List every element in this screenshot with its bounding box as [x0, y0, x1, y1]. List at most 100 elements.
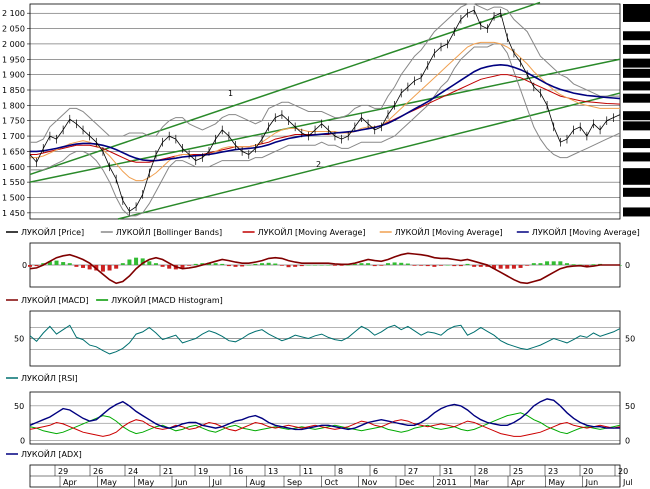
day-label: 28: [478, 467, 488, 476]
day-label: 11: [303, 467, 313, 476]
macd-histogram-bar: [226, 265, 231, 267]
macd-histogram-bar: [558, 261, 563, 265]
price-right-label: 1764.7: [624, 112, 650, 121]
rsi-tick-label: 50: [14, 335, 24, 344]
macd-histogram-bar: [233, 265, 238, 267]
price-right-label: 1674.0: [624, 140, 650, 149]
macd-histogram-bar: [147, 261, 152, 265]
day-label: 29: [58, 467, 68, 476]
price-right-label: 1935.9: [624, 60, 650, 69]
price-right-label-bg: [623, 31, 650, 41]
price-right-label-bg: [623, 175, 650, 185]
macd-histogram-bar: [359, 263, 364, 265]
price-right-label-bg: [623, 4, 650, 13]
price-right-label-bg: [623, 44, 650, 54]
month-label: Jun: [585, 478, 599, 487]
macd-histogram-bar: [385, 263, 390, 265]
price-right-label-bg: [623, 121, 650, 131]
macd-histogram-bar: [518, 265, 523, 268]
macd-histogram-bar: [346, 265, 351, 266]
macd-histogram-bar: [591, 264, 596, 265]
price-right-label-bg: [623, 139, 650, 149]
macd-histogram-bar: [326, 265, 331, 266]
macd-histogram-bar: [319, 265, 324, 266]
price-tick-label: 2 100: [2, 9, 25, 18]
price-right-label: 1451.3: [624, 208, 650, 217]
price-right-label: 1980.5: [624, 46, 650, 55]
macd-histogram-bar: [253, 263, 258, 265]
price-right-label: 1861.7: [624, 82, 650, 91]
adx-plus-di-line: [29, 419, 621, 437]
macd-histogram-bar: [87, 265, 92, 270]
price-right-label-bg: [623, 111, 650, 121]
macd-histogram-bar: [332, 265, 337, 266]
macd-histogram-bar: [399, 262, 404, 265]
macd-histogram-bar: [220, 263, 225, 265]
macd-histogram-bar: [28, 265, 32, 267]
macd-histogram-bar: [279, 265, 284, 266]
macd-histogram-bar: [286, 265, 291, 268]
macd-histogram-bar: [405, 263, 410, 265]
price-tick-label: 2 050: [2, 25, 25, 34]
price-right-label: 2129.9: [624, 5, 650, 14]
day-label: 26: [93, 467, 103, 476]
macd-histogram-bar: [47, 261, 52, 265]
legend-label: ЛУКОЙЛ [MACD]: [21, 294, 89, 305]
macd-histogram-bar: [545, 261, 550, 265]
macd-histogram-bar: [439, 265, 444, 266]
macd-histogram-bar: [306, 265, 311, 266]
price-tick-label: 1 950: [2, 55, 25, 64]
month-label: May: [138, 478, 155, 487]
rsi-right-tick-label: 50: [625, 335, 635, 344]
price-right-label: 2025.0: [624, 32, 650, 41]
macd-histogram-bar: [571, 264, 576, 265]
adx-tick-label: 0: [20, 437, 25, 446]
adx-right-tick-label: 50: [625, 402, 635, 411]
day-label: 20: [583, 467, 593, 476]
price-right-label: 1579.3: [624, 169, 650, 178]
price-right-label: 2084.6: [624, 14, 650, 23]
macd-histogram-bar: [299, 265, 304, 267]
legend-label: ЛУКОЙЛ [MACD Histogram]: [111, 294, 223, 305]
macd-histogram-bar: [492, 265, 497, 269]
price-tick-label: 1 800: [2, 101, 25, 110]
macd-histogram-bar: [61, 262, 66, 265]
price-panel: [29, 3, 621, 220]
month-label: Mar: [474, 478, 490, 487]
macd-histogram-bar: [260, 263, 265, 265]
macd-histogram-bar: [81, 265, 86, 268]
macd-histogram-bar: [127, 259, 132, 265]
macd-histogram-bar: [511, 265, 516, 269]
day-label: 24: [128, 467, 138, 476]
channel-label-1: 1: [228, 89, 233, 98]
macd-histogram-bar: [425, 265, 430, 267]
legend-label: ЛУКОЙЛ [Price]: [21, 226, 84, 237]
macd-histogram-bar: [538, 263, 543, 265]
price-tick-label: 1 750: [2, 117, 25, 126]
month-label: May: [548, 478, 565, 487]
month-label: Sep: [287, 478, 302, 487]
legend-label: ЛУКОЙЛ [Moving Average]: [258, 226, 366, 237]
macd-histogram-bar: [266, 262, 271, 265]
adx-tick-label: 50: [14, 402, 24, 411]
price-series-line: [30, 63, 621, 162]
price-right-label: 1515.3: [624, 189, 650, 198]
month-label: Dec: [399, 478, 414, 487]
macd-histogram-bar: [107, 265, 112, 271]
macd-histogram-bar: [180, 265, 185, 268]
price-tick-label: 1 450: [2, 209, 25, 218]
price-right-label: 1630.5: [624, 153, 650, 162]
day-label: 27: [408, 467, 418, 476]
day-label: 8: [338, 467, 343, 476]
macd-histogram-bar: [505, 265, 510, 269]
macd-histogram-bar: [114, 265, 119, 269]
macd-histogram-bar: [372, 265, 377, 267]
price-right-label: 1731.6: [624, 122, 650, 131]
price-series-line: [29, 9, 621, 212]
adx-line: [29, 398, 620, 431]
price-right-label: 1821.7: [624, 95, 650, 104]
month-label: Jul: [211, 478, 222, 487]
macd-histogram-bar: [472, 265, 477, 267]
price-right-label-bg: [623, 152, 650, 162]
